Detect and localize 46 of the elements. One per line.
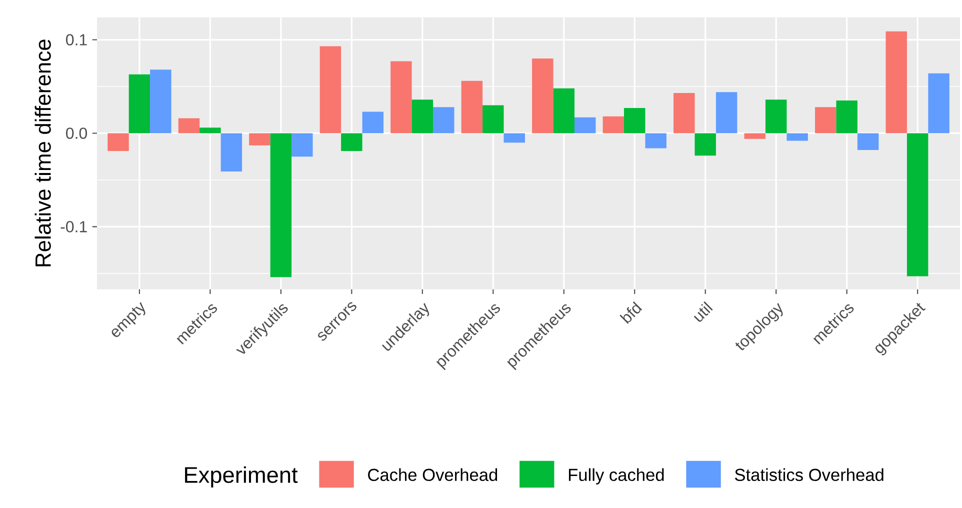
bar [857,133,879,150]
bar [270,133,292,278]
bar [433,107,454,134]
bar [362,112,384,134]
bar [220,133,242,172]
bar [744,133,766,139]
bar [412,100,434,134]
bar [906,133,928,276]
bar [815,107,836,134]
bar [602,116,624,134]
y-axis-title: Relative time difference [34,40,51,266]
bar [292,133,313,157]
bar [694,133,716,156]
legend-label: Cache Overhead [368,468,498,482]
bar [200,128,221,134]
bar [716,92,738,134]
bar [532,58,554,134]
bar [461,80,483,134]
bar [482,105,504,134]
bar [341,133,362,151]
bar [624,108,646,134]
bar [108,133,129,151]
bar [249,133,270,146]
y-tick-label: 0.0 [66,128,88,139]
x-tick-label: bfd [620,301,642,324]
bar [390,61,412,134]
bar [553,88,574,134]
bar [645,133,666,148]
bar [150,70,172,134]
bar [886,31,907,134]
bar [836,100,858,134]
bar [786,133,808,141]
bar [504,133,525,143]
bar [574,117,596,134]
bar [128,74,150,134]
y-tick-label: -0.1 [60,221,87,232]
legend-title: Experiment [185,466,298,488]
bar [320,46,342,134]
legend-label: Statistics Overhead [734,468,884,482]
legend-label: Fully cached [568,468,664,484]
bar [178,118,200,134]
bar [765,100,787,134]
y-tick-label: 0.1 [66,34,87,46]
x-tick-label: util [694,301,713,322]
bar [674,93,695,134]
bar [928,73,950,134]
